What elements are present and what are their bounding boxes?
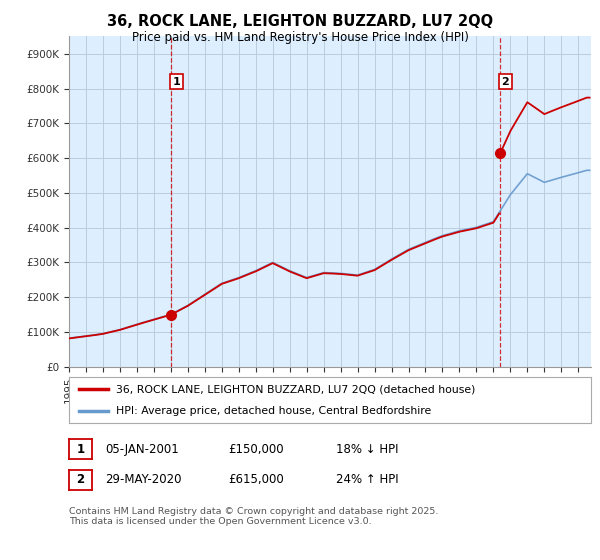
Text: 2: 2 bbox=[76, 473, 85, 487]
Text: 24% ↑ HPI: 24% ↑ HPI bbox=[336, 473, 398, 487]
Text: 05-JAN-2001: 05-JAN-2001 bbox=[105, 442, 179, 456]
Text: 18% ↓ HPI: 18% ↓ HPI bbox=[336, 442, 398, 456]
Text: Price paid vs. HM Land Registry's House Price Index (HPI): Price paid vs. HM Land Registry's House … bbox=[131, 31, 469, 44]
Text: 36, ROCK LANE, LEIGHTON BUZZARD, LU7 2QQ: 36, ROCK LANE, LEIGHTON BUZZARD, LU7 2QQ bbox=[107, 14, 493, 29]
Text: 1: 1 bbox=[76, 442, 85, 456]
Text: £615,000: £615,000 bbox=[228, 473, 284, 487]
Text: 29-MAY-2020: 29-MAY-2020 bbox=[105, 473, 182, 487]
Text: 1: 1 bbox=[172, 77, 180, 87]
Text: £150,000: £150,000 bbox=[228, 442, 284, 456]
Text: 36, ROCK LANE, LEIGHTON BUZZARD, LU7 2QQ (detached house): 36, ROCK LANE, LEIGHTON BUZZARD, LU7 2QQ… bbox=[116, 384, 475, 394]
Text: Contains HM Land Registry data © Crown copyright and database right 2025.
This d: Contains HM Land Registry data © Crown c… bbox=[69, 507, 439, 526]
Text: 2: 2 bbox=[502, 77, 509, 87]
Text: HPI: Average price, detached house, Central Bedfordshire: HPI: Average price, detached house, Cent… bbox=[116, 407, 431, 416]
